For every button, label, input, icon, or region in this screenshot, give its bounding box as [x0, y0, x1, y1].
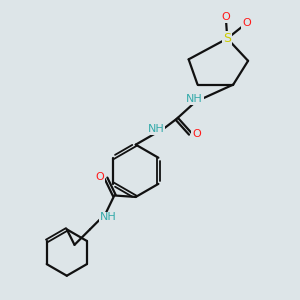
Text: NH: NH: [148, 124, 164, 134]
Text: NH: NH: [186, 94, 203, 104]
Text: O: O: [192, 129, 201, 139]
Text: S: S: [223, 32, 231, 45]
Text: O: O: [242, 18, 251, 28]
Text: O: O: [95, 172, 104, 182]
Text: NH: NH: [99, 212, 116, 223]
Text: O: O: [221, 12, 230, 22]
